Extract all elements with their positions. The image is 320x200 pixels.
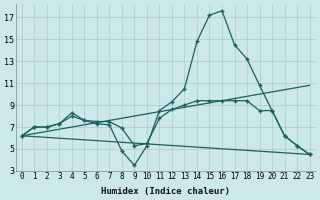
X-axis label: Humidex (Indice chaleur): Humidex (Indice chaleur) — [101, 187, 230, 196]
